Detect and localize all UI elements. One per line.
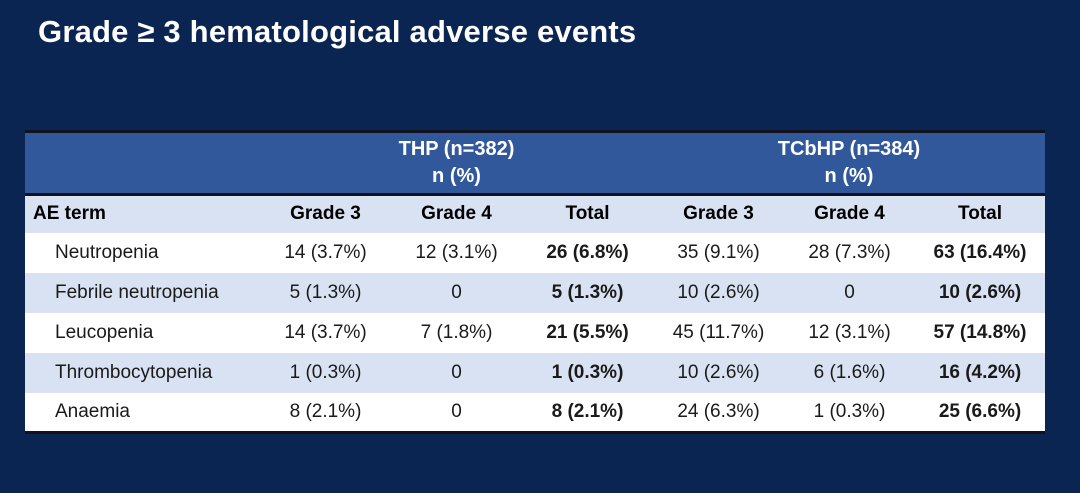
- total-value-cell: 63 (16.4%): [933, 241, 1027, 263]
- value-cell: 1 (0.3%): [289, 361, 362, 383]
- total-value-cell: 57 (14.8%): [933, 321, 1027, 343]
- value-cell: 28 (7.3%): [808, 241, 891, 263]
- total-value-cell: 25 (6.6%): [938, 400, 1022, 422]
- value-cell: 14 (3.7%): [284, 241, 367, 263]
- ae-term-cell: Febrile neutropenia: [55, 281, 219, 303]
- column-header-ae-term: AE term: [33, 203, 106, 225]
- value-cell: 7 (1.8%): [420, 321, 493, 343]
- value-cell: 12 (3.1%): [808, 321, 891, 343]
- value-cell: 14 (3.7%): [284, 321, 367, 343]
- value-cell: 8 (2.1%): [289, 400, 362, 422]
- value-cell: 10 (2.6%): [677, 281, 760, 303]
- value-cell: 35 (9.1%): [677, 241, 760, 263]
- total-value-cell: 5 (1.3%): [551, 281, 624, 303]
- table-row-thrombocytopenia: Thrombocytopenia 1 (0.3%) 0 1 (0.3%) 10 …: [25, 352, 1045, 393]
- total-value-cell: 10 (2.6%): [938, 281, 1022, 303]
- column-header-tcbhp-total: Total: [958, 203, 1002, 225]
- column-header-thp-total: Total: [565, 203, 610, 225]
- page-title: Grade ≥ 3 hematological adverse events: [38, 14, 637, 49]
- group-header-spacer: [25, 131, 260, 196]
- column-header-row: AE term Grade 3 Grade 4 Total Grade 3 Gr…: [25, 194, 1045, 233]
- total-value-cell: 1 (0.3%): [551, 361, 624, 383]
- group-header-tcbhp: TCbHP (n=384) n (%): [653, 131, 1045, 196]
- value-cell: 1 (0.3%): [813, 400, 886, 422]
- table-row-leucopenia: Leucopenia 14 (3.7%) 7 (1.8%) 21 (5.5%) …: [25, 312, 1045, 353]
- ae-term-cell: Anaemia: [55, 400, 130, 422]
- total-value-cell: 26 (6.8%): [546, 241, 629, 263]
- table-row-febrile-neutropenia: Febrile neutropenia 5 (1.3%) 0 5 (1.3%) …: [25, 272, 1045, 313]
- ae-term-cell: Neutropenia: [55, 241, 159, 263]
- table-row-anaemia: Anaemia 8 (2.1%) 0 8 (2.1%) 24 (6.3%) 1 …: [25, 392, 1045, 433]
- column-header-thp-grade3: Grade 3: [290, 203, 361, 225]
- column-header-thp-grade4: Grade 4: [421, 203, 492, 225]
- adverse-events-table: THP (n=382) n (%) TCbHP (n=384) n (%) AE…: [25, 130, 1045, 434]
- value-cell: 0: [451, 281, 462, 303]
- value-cell: 24 (6.3%): [677, 400, 760, 422]
- value-cell: 5 (1.3%): [289, 281, 362, 303]
- value-cell: 0: [844, 281, 855, 303]
- table-row-neutropenia: Neutropenia 14 (3.7%) 12 (3.1%) 26 (6.8%…: [25, 232, 1045, 273]
- total-value-cell: 16 (4.2%): [938, 361, 1022, 383]
- group-header-thp-line2: n (%): [432, 165, 481, 187]
- adverse-events-table-container: THP (n=382) n (%) TCbHP (n=384) n (%) AE…: [25, 130, 1045, 434]
- column-header-tcbhp-grade3: Grade 3: [683, 203, 754, 225]
- treatment-group-header-row: THP (n=382) n (%) TCbHP (n=384) n (%): [25, 131, 1045, 196]
- total-value-cell: 21 (5.5%): [546, 321, 629, 343]
- value-cell: 6 (1.6%): [813, 361, 886, 383]
- value-cell: 12 (3.1%): [415, 241, 498, 263]
- group-header-thp: THP (n=382) n (%): [260, 131, 653, 196]
- value-cell: 10 (2.6%): [677, 361, 760, 383]
- ae-term-cell: Thrombocytopenia: [55, 361, 213, 383]
- value-cell: 0: [451, 400, 462, 422]
- group-header-thp-line1: THP (n=382): [398, 138, 515, 160]
- group-header-tcbhp-line2: n (%): [824, 165, 874, 187]
- value-cell: 45 (11.7%): [672, 321, 765, 343]
- total-value-cell: 8 (2.1%): [551, 400, 624, 422]
- group-header-tcbhp-line1: TCbHP (n=384): [777, 138, 921, 160]
- value-cell: 0: [451, 361, 462, 383]
- ae-term-cell: Leucopenia: [55, 321, 154, 343]
- column-header-tcbhp-grade4: Grade 4: [814, 203, 885, 225]
